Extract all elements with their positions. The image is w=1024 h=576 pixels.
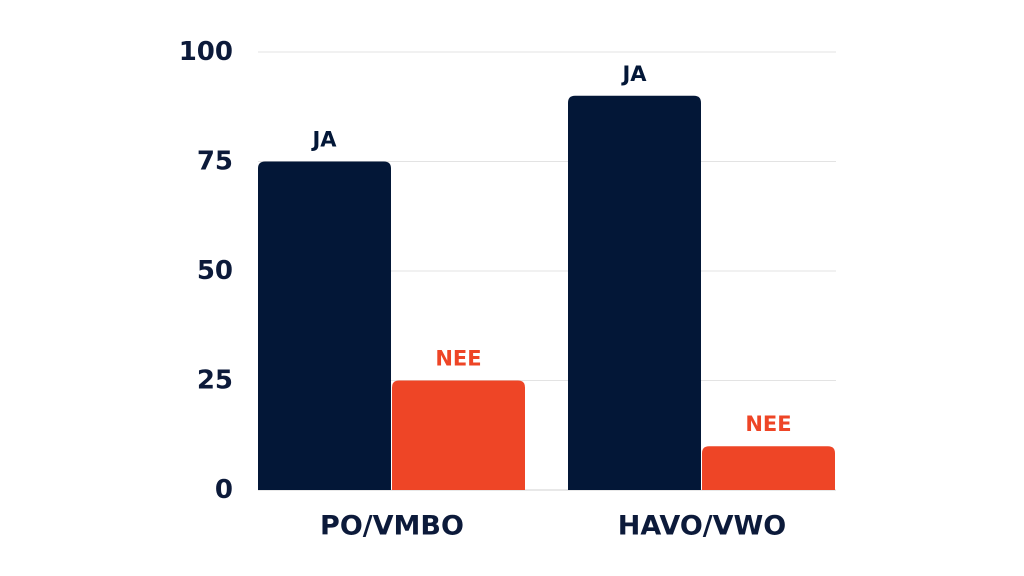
y-tick-label: 100 xyxy=(179,37,233,67)
category-label: PO/VMBO xyxy=(320,511,464,542)
y-tick-label: 75 xyxy=(197,147,233,177)
y-tick-label: 25 xyxy=(197,366,233,396)
data-label-ja: JA xyxy=(310,128,337,152)
y-axis-tick-labels: 0 25 50 75 100 xyxy=(179,37,233,505)
data-label-ja: JA xyxy=(620,62,647,86)
bars xyxy=(258,95,835,491)
x-axis-category-labels: PO/VMBO HAVO/VWO xyxy=(320,511,786,542)
bar-nee-havovwo xyxy=(702,446,835,490)
y-tick-label: 0 xyxy=(215,475,233,505)
data-label-nee: NEE xyxy=(435,347,481,371)
data-label-nee: NEE xyxy=(745,412,791,436)
bar-ja-havovwo xyxy=(568,95,701,491)
bar-nee-povmbo xyxy=(392,380,525,490)
category-label: HAVO/VWO xyxy=(618,511,787,542)
bar-ja-povmbo xyxy=(258,161,391,490)
y-tick-label: 50 xyxy=(197,256,233,286)
data-labels: JA NEE JA NEE xyxy=(310,62,791,436)
